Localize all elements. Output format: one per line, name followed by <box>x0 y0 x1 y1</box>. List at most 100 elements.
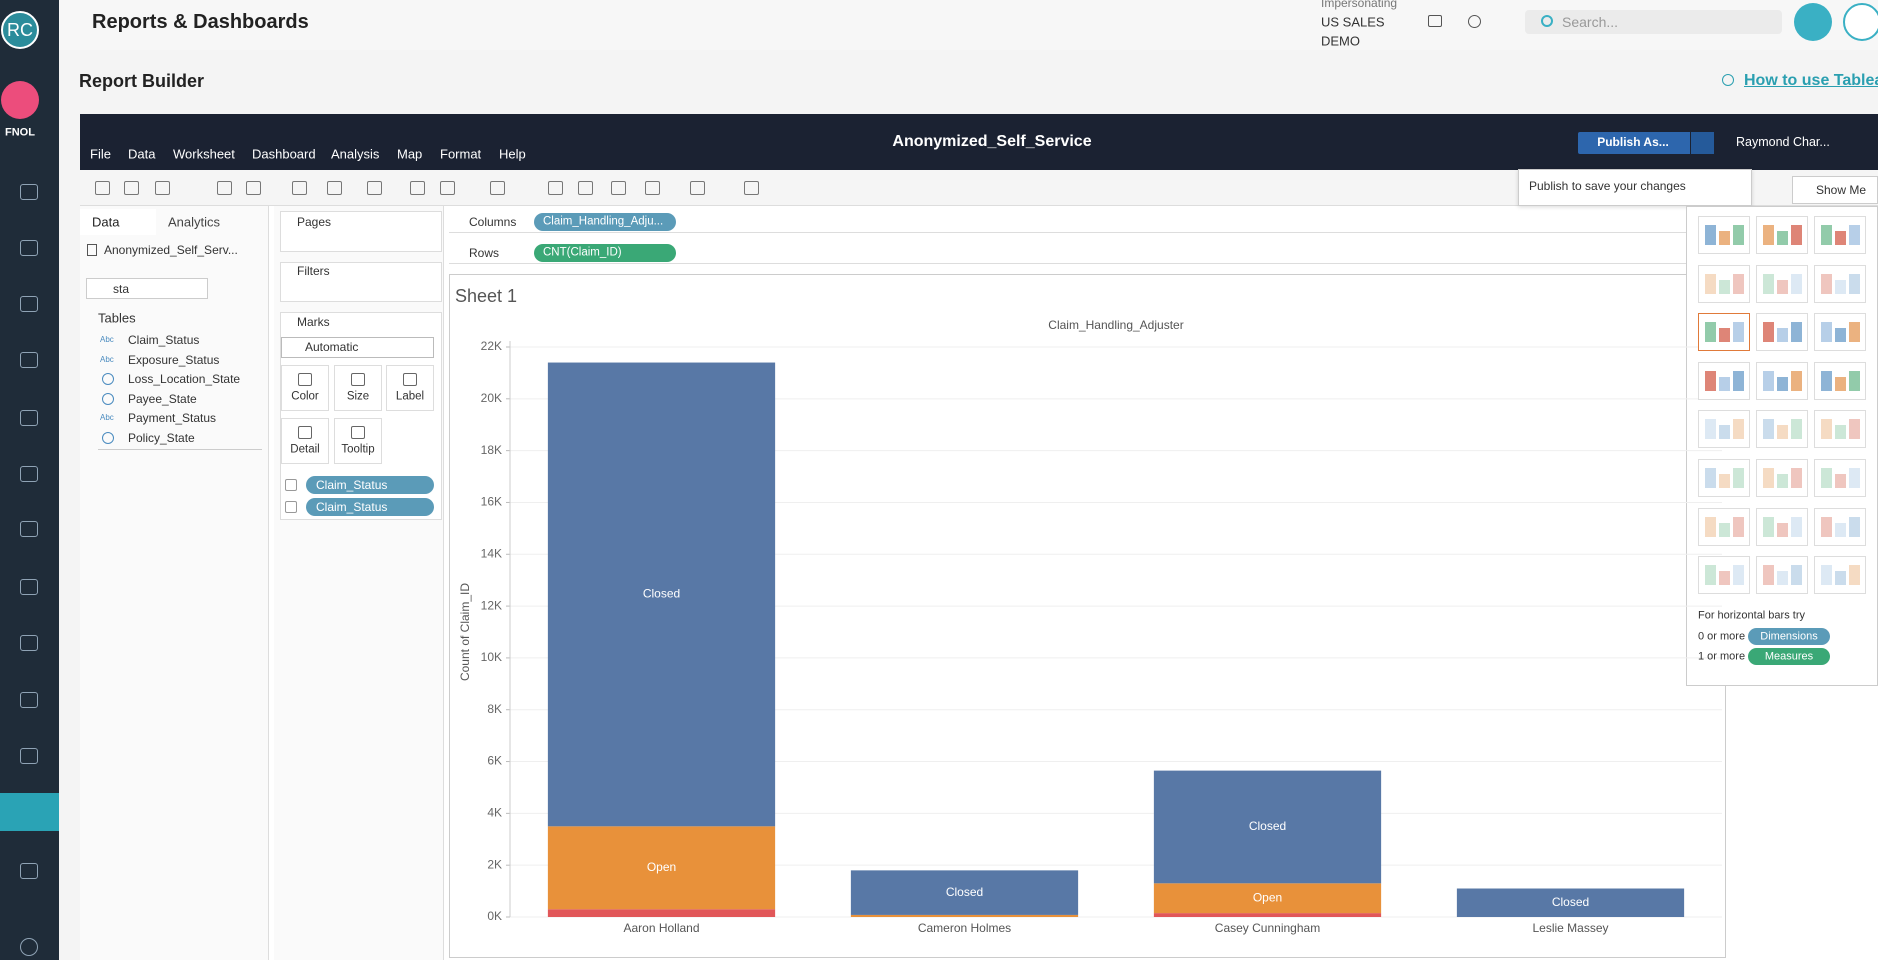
chart-type-option[interactable] <box>1698 264 1750 303</box>
menu-item[interactable]: Data <box>128 146 156 162</box>
avatar-initials[interactable]: RC <box>7 20 33 40</box>
mark-button-label[interactable]: Tooltip <box>341 443 375 456</box>
search-placeholder[interactable]: Search... <box>1562 14 1619 30</box>
active-nav[interactable] <box>0 793 59 831</box>
chart-type-option[interactable] <box>1698 410 1750 449</box>
toolbar-button[interactable] <box>548 181 563 195</box>
chart-type-option[interactable] <box>1814 410 1866 449</box>
chart-button[interactable] <box>1794 3 1832 41</box>
menu-item[interactable]: Map <box>397 146 423 162</box>
mark-pill-text[interactable]: Claim_Status <box>316 478 388 492</box>
field-name[interactable]: Policy_State <box>128 431 195 445</box>
mark-button[interactable] <box>386 365 434 411</box>
toolbar-button[interactable] <box>367 181 382 195</box>
icon[interactable] <box>1468 15 1481 28</box>
nav-icon[interactable] <box>20 748 38 764</box>
chart-type-option[interactable] <box>1814 216 1866 254</box>
phone-button[interactable] <box>1843 3 1878 41</box>
icon[interactable] <box>1428 15 1442 27</box>
chart-type-option[interactable] <box>1814 459 1866 497</box>
toolbar-button[interactable] <box>690 181 705 195</box>
chart-type-option[interactable] <box>1698 507 1750 546</box>
field-name[interactable]: Payment_Status <box>128 411 217 426</box>
chart-type-option[interactable] <box>1814 556 1866 595</box>
chart-type-option[interactable] <box>1814 361 1866 400</box>
toolbar-button[interactable] <box>327 181 342 195</box>
mark-pill-text[interactable]: Claim_Status <box>316 500 388 514</box>
toolbar-button[interactable] <box>155 181 170 195</box>
menu-item[interactable]: File <box>90 146 111 162</box>
chart-type-option[interactable] <box>1698 313 1750 352</box>
mark-button-label[interactable]: Label <box>395 390 425 403</box>
chart-type-option[interactable] <box>1698 361 1750 400</box>
publish-label[interactable]: Publish As... <box>1597 135 1669 149</box>
mark-pill[interactable] <box>306 498 434 516</box>
help-link[interactable]: How to use Tablea <box>1744 72 1878 89</box>
rows-shelf[interactable] <box>449 242 1726 264</box>
show-me-tab[interactable] <box>1792 176 1878 204</box>
menu-item[interactable]: Help <box>499 146 526 162</box>
mark-button-label[interactable]: Detail <box>290 443 320 456</box>
chart-type-option[interactable] <box>1756 410 1808 449</box>
search-box[interactable] <box>1525 10 1782 34</box>
fnol-label[interactable]: FNOL <box>5 126 35 139</box>
avatar[interactable] <box>1 11 39 49</box>
toolbar-button[interactable] <box>490 181 505 195</box>
fnol-button[interactable] <box>1 81 39 119</box>
pages-shelf[interactable] <box>280 211 442 252</box>
menu-item[interactable]: Dashboard <box>252 146 316 162</box>
chart-type-option[interactable] <box>1756 507 1808 546</box>
show-me-label[interactable]: Show Me <box>1816 183 1867 197</box>
nav-icon[interactable] <box>20 635 38 651</box>
toolbar-button[interactable] <box>217 181 232 195</box>
datasource-name[interactable]: Anonymized_Self_Serv... <box>104 243 238 257</box>
toolbar-button[interactable] <box>645 181 660 195</box>
field-name[interactable]: Claim_Status <box>128 333 200 347</box>
chart-type-option[interactable] <box>1698 216 1750 254</box>
chart-type-option[interactable] <box>1814 313 1866 352</box>
nav-icon[interactable] <box>20 410 38 426</box>
field-name[interactable]: Exposure_Status <box>128 352 220 367</box>
pane-tab[interactable]: Analytics <box>168 214 221 230</box>
nav-icon[interactable] <box>20 184 38 200</box>
menu-item[interactable]: Format <box>440 146 482 162</box>
chart-type-option[interactable] <box>1756 216 1808 254</box>
rows-pill[interactable] <box>534 244 676 262</box>
mark-type-select[interactable] <box>281 337 434 358</box>
data-tab-active[interactable] <box>80 209 156 235</box>
chart-type-option[interactable] <box>1756 361 1808 400</box>
field-name[interactable]: Loss_Location_State <box>128 372 241 387</box>
field-name[interactable]: Payee_State <box>128 391 197 406</box>
nav-icon[interactable] <box>20 863 38 879</box>
toolbar-button[interactable] <box>124 181 139 195</box>
toolbar-button[interactable] <box>578 181 593 195</box>
columns-pill-text[interactable]: Claim_Handling_Adju... <box>543 215 664 228</box>
toolbar-button[interactable] <box>246 181 261 195</box>
chart-type-option[interactable] <box>1756 459 1808 497</box>
chart-type-option[interactable] <box>1756 313 1808 352</box>
user-name[interactable]: Raymond Char... <box>1736 134 1830 149</box>
filters-shelf[interactable] <box>280 262 442 302</box>
toolbar-button[interactable] <box>410 181 425 195</box>
field-search-text[interactable]: sta <box>113 282 130 296</box>
publish-button[interactable] <box>1578 132 1714 154</box>
mark-pill[interactable] <box>306 476 434 494</box>
nav-icon[interactable] <box>20 579 38 595</box>
nav-icon[interactable] <box>20 938 38 956</box>
chart-type-option[interactable] <box>1756 264 1808 303</box>
toolbar-button[interactable] <box>744 181 759 195</box>
nav-icon[interactable] <box>20 352 38 368</box>
chart-type-option[interactable] <box>1756 556 1808 595</box>
nav-icon[interactable] <box>20 692 38 708</box>
mark-button[interactable] <box>334 418 382 464</box>
columns-pill[interactable] <box>534 213 676 231</box>
toolbar-button[interactable] <box>292 181 307 195</box>
mark-button-label[interactable]: Size <box>346 390 370 403</box>
chart-type-option[interactable] <box>1698 556 1750 595</box>
toolbar-button[interactable] <box>440 181 455 195</box>
menu-item[interactable]: Worksheet <box>173 146 235 162</box>
toolbar-button[interactable] <box>611 181 626 195</box>
mark-button[interactable] <box>281 418 329 464</box>
nav-icon[interactable] <box>20 296 38 312</box>
nav-icon[interactable] <box>20 240 38 256</box>
